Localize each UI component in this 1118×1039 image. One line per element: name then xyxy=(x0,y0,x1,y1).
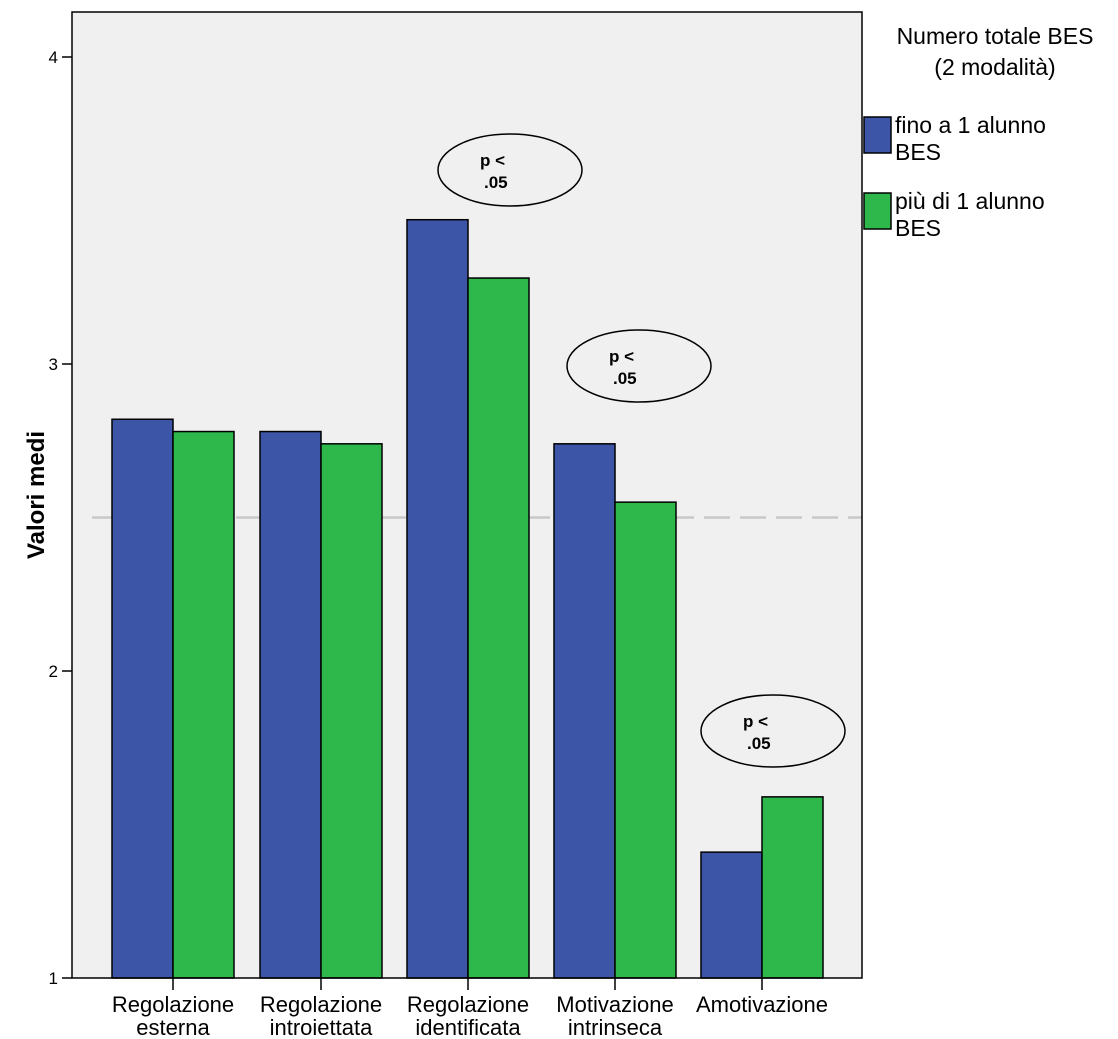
y-axis: 1 2 3 4 xyxy=(49,48,72,988)
significance-ellipse xyxy=(700,694,846,768)
bar-piu-1 xyxy=(320,443,383,979)
x-category-label: Amotivazione xyxy=(696,992,828,1017)
x-category-label: esterna xyxy=(136,1015,210,1039)
bar-fino-4 xyxy=(700,851,763,979)
bar-fino-2 xyxy=(406,218,469,979)
x-category-label: identificata xyxy=(415,1015,521,1039)
x-category-label: Regolazione xyxy=(407,992,529,1017)
x-category-label: introiettata xyxy=(270,1015,373,1039)
significance-text: p < xyxy=(480,151,505,170)
x-category-label: Regolazione xyxy=(112,992,234,1017)
significance-text: p < xyxy=(743,712,768,731)
x-category-label: intrinseca xyxy=(568,1015,663,1039)
legend-title: (2 modalità) xyxy=(934,54,1055,80)
y-axis-label: Valori medi xyxy=(23,431,50,559)
legend-label: fino a 1 alunno xyxy=(895,112,1046,138)
significance-text: p < xyxy=(609,347,634,366)
x-axis: RegolazioneesternaRegolazioneintroiettat… xyxy=(112,978,828,1039)
x-category-label: Motivazione xyxy=(556,992,673,1017)
significance-ellipse xyxy=(437,133,583,207)
y-tick-label: 1 xyxy=(49,969,58,988)
legend-label: BES xyxy=(895,215,941,241)
legend-swatch xyxy=(863,116,892,154)
significance-ellipse xyxy=(566,329,712,403)
bar-fino-3 xyxy=(553,443,616,979)
legend-label: più di 1 alunno xyxy=(895,188,1045,214)
y-tick-label: 3 xyxy=(49,355,58,374)
legend-swatch xyxy=(863,192,892,230)
x-category-label: Regolazione xyxy=(260,992,382,1017)
bar-piu-2 xyxy=(467,277,530,979)
legend-title: Numero totale BES xyxy=(897,23,1094,49)
plot-frame xyxy=(71,11,863,979)
significance-text: .05 xyxy=(613,369,637,388)
legend-label: BES xyxy=(895,139,941,165)
legend: Numero totale BES (2 modalità) fino a 1 al… xyxy=(863,23,1094,241)
bars-group xyxy=(111,218,824,979)
bar-piu-3 xyxy=(614,501,677,979)
significance-text: .05 xyxy=(747,734,771,753)
y-tick-label: 2 xyxy=(49,662,58,681)
bar-fino-1 xyxy=(259,430,322,979)
significance-text: .05 xyxy=(484,173,508,192)
bar-fino-0 xyxy=(111,418,174,979)
annotations: p < .05 p < .05 p < .05 xyxy=(437,133,846,768)
bar-piu-4 xyxy=(761,796,824,979)
y-tick-label: 4 xyxy=(49,48,58,67)
bar-piu-0 xyxy=(172,430,235,979)
